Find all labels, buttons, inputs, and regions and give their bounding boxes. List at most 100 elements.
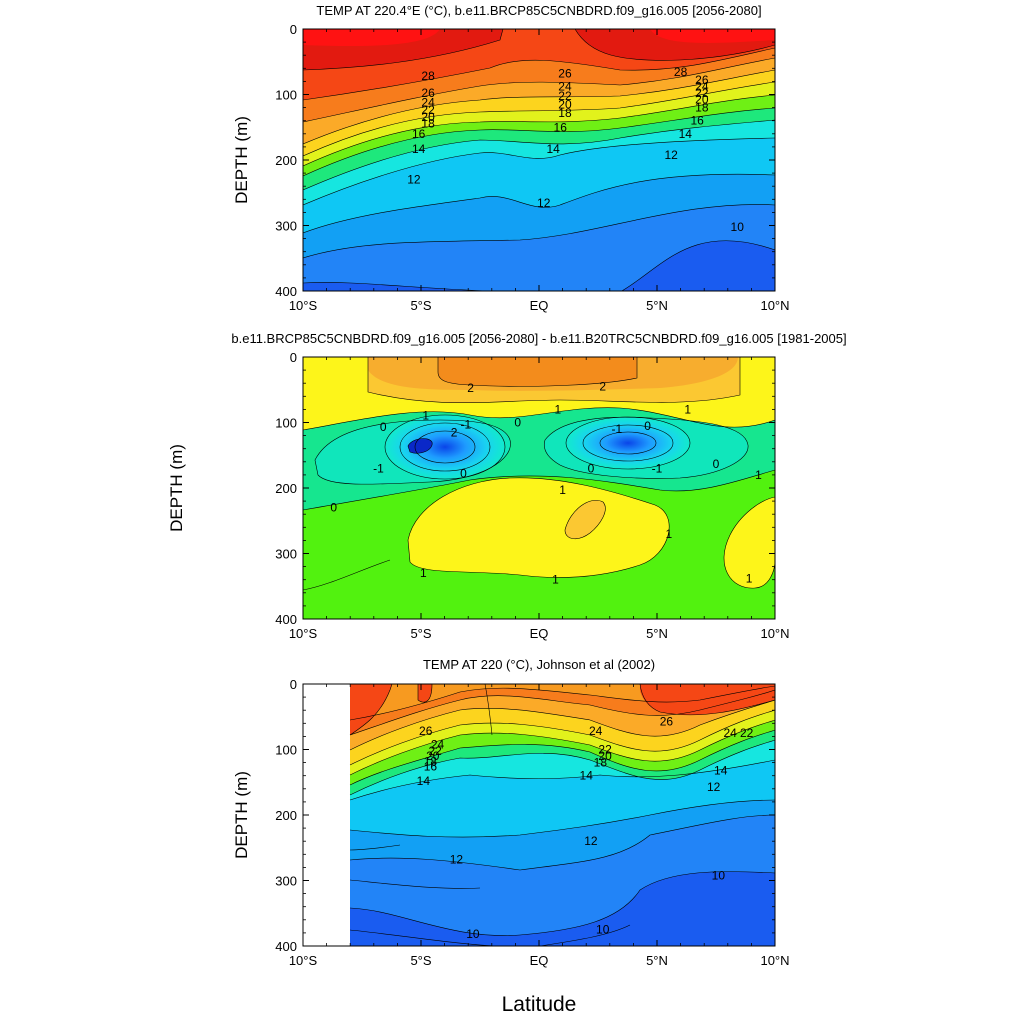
contour-label: -1	[612, 422, 623, 436]
x-tick-label: EQ	[530, 953, 549, 968]
contour-label: 24	[421, 95, 435, 109]
x-tick-label: EQ	[530, 626, 549, 641]
y-tick-label: 300	[275, 547, 297, 562]
panel1-contour-lines	[303, 29, 775, 291]
contour-label: 1	[746, 571, 753, 585]
contour-label: 0	[380, 420, 387, 434]
contour-label: 12	[450, 853, 464, 867]
x-tick-label: 5°N	[646, 626, 668, 641]
x-tick-label: EQ	[530, 298, 549, 313]
contour-label: 0	[330, 501, 337, 515]
x-axis-label: Latitude	[502, 993, 577, 1016]
contour-label: 14	[546, 142, 560, 156]
y-tick-label: 0	[290, 22, 297, 37]
contour-label: -1	[373, 461, 384, 475]
panel2-title: b.e11.BRCP85C5CNBDRD.f09_g16.005 [2056-2…	[231, 331, 846, 346]
contour-label: 12	[664, 148, 678, 162]
contour-label: 20	[695, 93, 709, 107]
contour-label: 22	[598, 743, 612, 757]
contour-label: 1	[422, 408, 429, 422]
contour-label: 14	[417, 774, 431, 788]
contour-label: 20	[598, 749, 612, 763]
panel3-ylabel: DEPTH (m)	[232, 771, 251, 859]
contour-label: 22	[421, 103, 435, 117]
contour-label: 10	[712, 868, 726, 882]
contour-label: 22	[740, 726, 754, 740]
contour-label: 26	[421, 86, 435, 100]
x-tick-label: 5°N	[646, 953, 668, 968]
x-tick-label: 5°S	[410, 626, 431, 641]
x-tick-label: 5°S	[410, 953, 431, 968]
contour-label: 14	[714, 763, 728, 777]
contour-label: 16	[424, 760, 438, 774]
contour-label: 22	[558, 89, 572, 103]
contour-label: 0	[713, 457, 720, 471]
panel3-title: TEMP AT 220 (°C), Johnson et al (2002)	[423, 657, 655, 672]
contour-label: 1	[559, 483, 566, 497]
panel1-title: TEMP AT 220.4°E (°C), b.e11.BRCP85C5CNBD…	[316, 3, 761, 18]
contour-label: 26	[695, 73, 709, 87]
contour-label: 22	[695, 86, 709, 100]
y-tick-label: 400	[275, 612, 297, 627]
contour-label: 2	[451, 425, 458, 439]
y-tick-label: 200	[275, 153, 297, 168]
contour-label: 24	[558, 80, 572, 94]
contour-label: 18	[594, 756, 608, 770]
x-tick-label: 10°S	[289, 626, 318, 641]
contour-label: 2	[467, 381, 474, 395]
panel3-contour-lines	[349, 684, 775, 946]
x-tick-label: 5°N	[646, 298, 668, 313]
y-tick-label: 400	[275, 939, 297, 954]
y-tick-label: 400	[275, 284, 297, 299]
x-tick-label: 10°S	[289, 953, 318, 968]
x-tick-label: 10°N	[760, 298, 789, 313]
y-tick-label: 100	[275, 743, 297, 758]
contour-label: 28	[674, 65, 688, 79]
contour-label: -1	[652, 461, 663, 475]
panel2-ylabel: DEPTH (m)	[167, 444, 186, 532]
contour-label: 1	[552, 573, 559, 587]
y-tick-label: 0	[290, 677, 297, 692]
panel3-axes: 10°S 5°S EQ 5°N 10°N 0 100 200 300 400	[275, 677, 789, 968]
contour-label: 24	[723, 726, 737, 740]
contour-label: 18	[421, 116, 435, 130]
contour-label: 10	[466, 927, 480, 941]
contour-label: 0	[588, 461, 595, 475]
contour-label: 16	[554, 120, 568, 134]
contour-label: 12	[407, 173, 421, 187]
panel-model-temperature: TEMP AT 220.4°E (°C), b.e11.BRCP85C5CNBD…	[232, 3, 790, 313]
contour-label: 1	[684, 402, 691, 416]
contour-label: 18	[558, 106, 572, 120]
contour-label: 0	[644, 419, 651, 433]
contour-label: 24	[589, 724, 603, 738]
contour-label: 16	[412, 127, 426, 141]
panel1-ylabel: DEPTH (m)	[232, 116, 251, 204]
panel2-axes: 10°S 5°S EQ 5°N 10°N 0 1 0 0 2 0 0 300 400	[275, 350, 789, 641]
contour-label: 12	[584, 834, 598, 848]
contour-label: 2	[599, 379, 606, 393]
contour-label: 1	[665, 527, 672, 541]
x-tick-label: 10°S	[289, 298, 318, 313]
contour-label: 20	[558, 97, 572, 111]
contour-label: 10	[596, 923, 610, 937]
x-tick-label: 10°N	[760, 626, 789, 641]
contour-label: 0	[460, 467, 467, 481]
contour-label: 18	[424, 754, 438, 768]
x-tick-label: 10°N	[760, 953, 789, 968]
contour-label: 16	[690, 114, 704, 128]
x-tick-label: 5°S	[410, 298, 431, 313]
panel3-warm-west	[350, 684, 432, 735]
panel1-contour-field: 2826242220181614122624222018161412282624…	[303, 29, 775, 291]
contour-label: 12	[707, 780, 721, 794]
contour-label: 22	[428, 744, 442, 758]
contour-label: 26	[419, 724, 433, 738]
contour-label: 1	[555, 402, 562, 416]
contour-label: 14	[679, 127, 693, 141]
y-tick-label: 300	[275, 874, 297, 889]
contour-label: 14	[412, 142, 426, 156]
